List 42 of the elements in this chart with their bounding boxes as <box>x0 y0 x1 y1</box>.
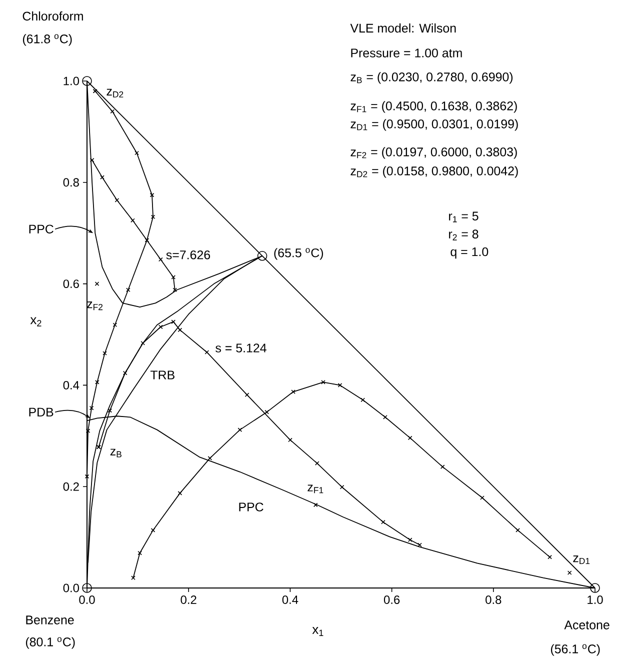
annotation: z$_{D1}$ = (0.9500, 0.0301, 0.0199) <box>350 119 518 131</box>
y-tick-label: 0.2 <box>63 482 79 491</box>
text: Chloroform <box>22 11 83 21</box>
annotation: TRB <box>150 370 174 380</box>
x-tick-label: 0.4 <box>282 596 298 604</box>
y-tick-label: 0.8 <box>63 178 79 187</box>
y-tick-label: 0.0 <box>63 584 80 592</box>
annotation: PPC <box>239 502 264 512</box>
annotation: PPC <box>29 224 54 234</box>
x-tick-label: 0.8 <box>486 596 502 604</box>
y-axis-title: x$_{2}$ <box>30 317 42 326</box>
annotation: z$_{F1}$ <box>308 484 324 494</box>
annotation: z$_{D2}$ <box>106 88 124 98</box>
annotation: z$_{B}$ <box>110 448 122 458</box>
annotation: z$_{F2}$ = (0.0197, 0.6000, 0.3803) <box>350 147 517 159</box>
x-tick-label: 1.0 <box>588 596 603 604</box>
x-tick-label: 0.0 <box>79 596 95 604</box>
annotation: r$_{1}$ = 5 <box>449 212 478 222</box>
text: (56.1 $^{o}$C) <box>550 644 600 656</box>
annotation: z$_{F1}$ = (0.4500, 0.1638, 0.3862) <box>350 101 517 113</box>
text: Acetone <box>564 620 610 630</box>
annotation: s = 5.124 <box>216 344 266 352</box>
y-tick-label: 0.4 <box>63 380 80 390</box>
annotation: PDB <box>29 408 54 416</box>
annotation: (65.5 $^{o}$C) <box>274 248 324 260</box>
x-tick-label: 0.6 <box>384 596 400 604</box>
annotation: q = 1.0 <box>450 247 488 259</box>
text: Benzene <box>26 616 74 624</box>
text: VLE model: Wilson <box>350 23 456 33</box>
text: (80.1 $^{o}$C) <box>26 637 75 649</box>
annotation: z$_{F2}$ <box>87 302 103 310</box>
x-tick-label: 0.2 <box>180 596 196 604</box>
annotation: z$_{D1}$ <box>573 556 590 564</box>
annotation: z$_{B}$ = (0.0230, 0.2780, 0.6990) <box>350 72 513 84</box>
annotation: r$_{2}$ = 8 <box>449 230 478 240</box>
text: (61.8 $^{o}$C) <box>22 34 72 46</box>
x-axis-title: x$_{1}$ <box>312 627 324 636</box>
text: Pressure = 1.00 atm <box>351 48 462 58</box>
y-tick-label: 0.6 <box>63 280 79 288</box>
annotation: z$_{D2}$ = (0.0158, 0.9800, 0.0042) <box>350 166 518 178</box>
y-tick-label: 1.0 <box>64 76 80 86</box>
annotation: s=7.626 <box>166 250 210 260</box>
